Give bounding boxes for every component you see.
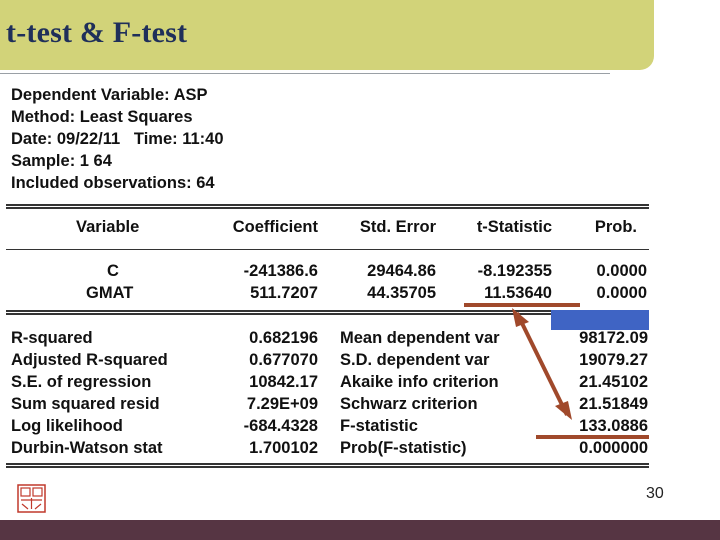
stat-value: 0.677070 [249, 351, 318, 369]
title-bar: t-test & F-test [0, 0, 654, 70]
table-row: C [107, 262, 119, 280]
stat-value-2: 21.45102 [579, 373, 648, 391]
col-header-std-error: Std. Error [359, 218, 436, 236]
table-top-rule [6, 204, 649, 209]
stat-label-2: Prob(F-statistic) [340, 439, 467, 457]
f-statistic-value: 133.0886 [579, 417, 648, 435]
stats-bottom-rule [6, 463, 649, 468]
arrow-head-up [512, 308, 529, 327]
title-divider [0, 73, 610, 74]
stat-label: S.E. of regression [11, 373, 152, 391]
stat-label-2: F-statistic [340, 417, 418, 435]
col-header-prob: Prob. [594, 218, 637, 236]
stat-value-2: 19079.27 [579, 351, 648, 369]
arrow-head-down [555, 401, 572, 420]
footer-bar [0, 520, 720, 540]
stderr-c: 29464.86 [367, 262, 436, 280]
page-number: 30 [646, 485, 664, 502]
tstat-gmat: 11.53640 [484, 284, 552, 302]
slide-title: t-test & F-test [6, 16, 188, 49]
stat-value: 10842.17 [249, 373, 318, 391]
sample: Sample: 1 64 [11, 152, 112, 170]
stat-label: R-squared [11, 329, 93, 347]
stat-label: Log likelihood [11, 417, 123, 435]
included-observations: Included observations: 64 [11, 174, 215, 192]
stderr-gmat: 44.35705 [367, 284, 436, 302]
stat-label: Sum squared resid [11, 395, 160, 413]
stat-label-2: Mean dependent var [340, 329, 500, 347]
col-header-coefficient: Coefficient [232, 218, 318, 236]
regression-output: Dependent Variable: ASP Method: Least Sq… [0, 78, 654, 478]
table-row: GMAT [86, 284, 134, 302]
dependent-variable: Dependent Variable: ASP [11, 86, 208, 104]
col-header-variable: Variable [76, 218, 140, 236]
stat-label-2: Schwarz criterion [340, 395, 478, 413]
stat-value: 7.29E+09 [246, 395, 318, 413]
stat-value-2: 98172.09 [579, 329, 648, 347]
method: Method: Least Squares [11, 108, 193, 126]
coef-c: -241386.6 [243, 262, 318, 280]
stats-top-rule [6, 310, 649, 315]
stat-label-2: Akaike info criterion [340, 373, 499, 391]
stat-value: 0.682196 [249, 329, 318, 347]
stat-label-2: S.D. dependent var [340, 351, 490, 369]
double-arrow-line [515, 312, 569, 416]
prob-gmat: 0.0000 [596, 284, 647, 302]
date-time: Date: 09/22/11 Time: 11:40 [11, 130, 224, 148]
stat-label: Adjusted R-squared [11, 351, 168, 369]
col-header-t-statistic: t-Statistic [476, 218, 552, 236]
stat-value: 1.700102 [249, 439, 318, 457]
prob-c: 0.0000 [596, 262, 647, 280]
tstat-c: -8.192355 [477, 262, 552, 280]
stat-value-2: 0.000000 [579, 439, 648, 457]
header-rule [6, 249, 649, 250]
stat-value: -684.4328 [243, 417, 318, 435]
highlight-block [551, 310, 649, 330]
stat-value-2: 21.51849 [579, 395, 648, 413]
stat-label: Durbin-Watson stat [11, 439, 163, 457]
seal-logo [17, 484, 46, 513]
coef-gmat: 511.7207 [250, 284, 318, 302]
